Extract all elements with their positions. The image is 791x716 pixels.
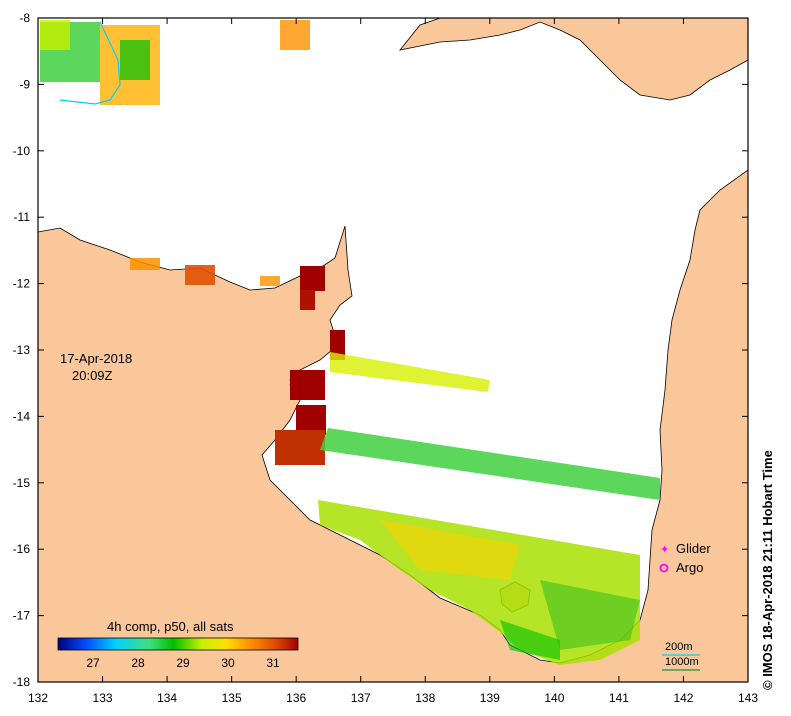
- y-tick-label: -12: [13, 277, 31, 291]
- colorbar-ticks: 27 28 29 30 31: [86, 656, 280, 670]
- y-tick-label: -9: [19, 77, 30, 91]
- x-axis: 132 133 134 135 136 137 138 139 140 141 142 143: [28, 18, 758, 705]
- bathymetry-contour-200: [59, 21, 121, 105]
- land-northern-territory: [37, 169, 749, 683]
- x-tick-label: 142: [673, 691, 693, 705]
- colorbar-tick-label: 31: [266, 656, 280, 670]
- argo-marker-icon: [659, 563, 669, 573]
- y-tick-label: -15: [13, 476, 31, 490]
- x-tick-label: 134: [157, 691, 177, 705]
- x-tick-label: 139: [480, 691, 500, 705]
- colorbar-tick-label: 29: [176, 656, 190, 670]
- y-tick-label: -8: [19, 11, 30, 25]
- x-tick-label: 135: [222, 691, 242, 705]
- contour-scale: 200m 1000m: [662, 641, 700, 671]
- x-tick-label: 138: [415, 691, 435, 705]
- y-axis: -8 -9 -10 -11 -12 -13 -14 -15 -16 -17 -18: [13, 11, 748, 689]
- y-tick-label: -14: [13, 409, 31, 423]
- x-tick-label: 133: [93, 691, 113, 705]
- y-tick-label: -16: [13, 542, 31, 556]
- y-tick-label: -13: [13, 343, 31, 357]
- colorbar-gradient: [57, 637, 299, 651]
- time-label: 20:09Z: [72, 368, 113, 383]
- y-tick-label: -17: [13, 609, 31, 623]
- legend-argo: Argo: [676, 560, 703, 575]
- legend-glider: Glider: [676, 541, 711, 556]
- x-tick-label: 143: [738, 691, 758, 705]
- legend: ✦ Glider Argo: [659, 541, 711, 575]
- x-tick-label: 140: [544, 691, 564, 705]
- date-label: 17-Apr-2018: [60, 351, 132, 366]
- x-tick-label: 141: [609, 691, 629, 705]
- sst-data-layer: [40, 20, 660, 665]
- x-tick-label: 132: [28, 691, 48, 705]
- colorbar-tick-label: 30: [221, 656, 235, 670]
- colorbar: 4h comp, p50, all sats 27 28 29 30 31: [57, 619, 299, 670]
- y-tick-label: -18: [13, 675, 31, 689]
- colorbar-title: 4h comp, p50, all sats: [107, 619, 234, 634]
- credit-text: © IMOS 18-Apr-2018 21:11 Hobart Time: [760, 450, 775, 690]
- contour-200-label: 200m: [665, 641, 693, 653]
- x-tick-label: 136: [286, 691, 306, 705]
- glider-marker-icon: ✦: [660, 544, 669, 556]
- y-tick-label: -11: [14, 210, 31, 224]
- x-tick-label: 137: [351, 691, 371, 705]
- colorbar-tick-label: 28: [131, 656, 145, 670]
- colorbar-tick-label: 27: [86, 656, 100, 670]
- y-tick-label: -10: [13, 144, 31, 158]
- contour-1000-label: 1000m: [665, 656, 699, 668]
